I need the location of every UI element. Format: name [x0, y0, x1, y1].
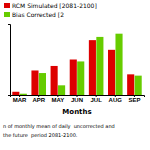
legend-entry: Bias Corrected [2: [4, 11, 64, 18]
x-tick: SEP: [128, 95, 140, 103]
bar: [39, 73, 46, 95]
bar-series: [20, 34, 142, 95]
bar: [108, 50, 115, 95]
y-axis-line: [8, 25, 11, 96]
bar: [20, 94, 27, 95]
bar: [115, 34, 122, 95]
bar: [77, 61, 84, 95]
x-tick: MAY: [51, 95, 64, 103]
legend-entry: RCM Simulated [2081-2100]: [4, 2, 97, 9]
y-axis: [8, 25, 11, 96]
x-tick-label: MAY: [51, 97, 64, 103]
x-axis: MAR APR MAY JUN JUL AUG SEP: [11, 95, 145, 103]
x-tick: AUG: [109, 95, 123, 103]
bar: [58, 85, 65, 95]
bar: [31, 70, 38, 95]
x-tick-label: SEP: [128, 97, 140, 103]
bar: [70, 60, 77, 96]
bar: [127, 74, 134, 95]
x-tick: JUN: [71, 95, 83, 103]
caption: n of monthly mean of daily uncorrected a…: [3, 123, 115, 130]
legend-swatch: [4, 12, 10, 17]
x-tick-label: APR: [32, 97, 45, 103]
x-tick-label: JUL: [90, 97, 102, 103]
x-tick-label: AUG: [109, 97, 123, 103]
bar: [96, 37, 103, 95]
caption: the future period 2081-2100.: [3, 132, 78, 139]
x-tick: MAR: [13, 95, 27, 103]
bar: [89, 40, 96, 95]
bar: [51, 66, 58, 95]
legend-swatch: [4, 3, 10, 8]
bars: [12, 34, 141, 95]
x-tick-label: MAR: [13, 97, 27, 103]
plot-area: MAR APR MAY JUN JUL AUG SEP: [8, 25, 145, 104]
x-tick: APR: [32, 95, 45, 103]
x-tick: JUL: [90, 95, 102, 103]
x-axis-title: Months: [62, 108, 91, 116]
chart: MAR APR MAY JUN JUL AUG SEP Months RCM Simulated…: [0, 0, 150, 150]
bar: [12, 92, 19, 95]
legend-label: RCM Simulated [2081-2100]: [12, 2, 97, 9]
x-tick-label: JUN: [71, 97, 83, 103]
legend-label: Bias Corrected [2: [12, 11, 64, 18]
bar: [135, 76, 142, 95]
legend: RCM Simulated [2081-2100] Bias Corrected …: [4, 2, 97, 18]
